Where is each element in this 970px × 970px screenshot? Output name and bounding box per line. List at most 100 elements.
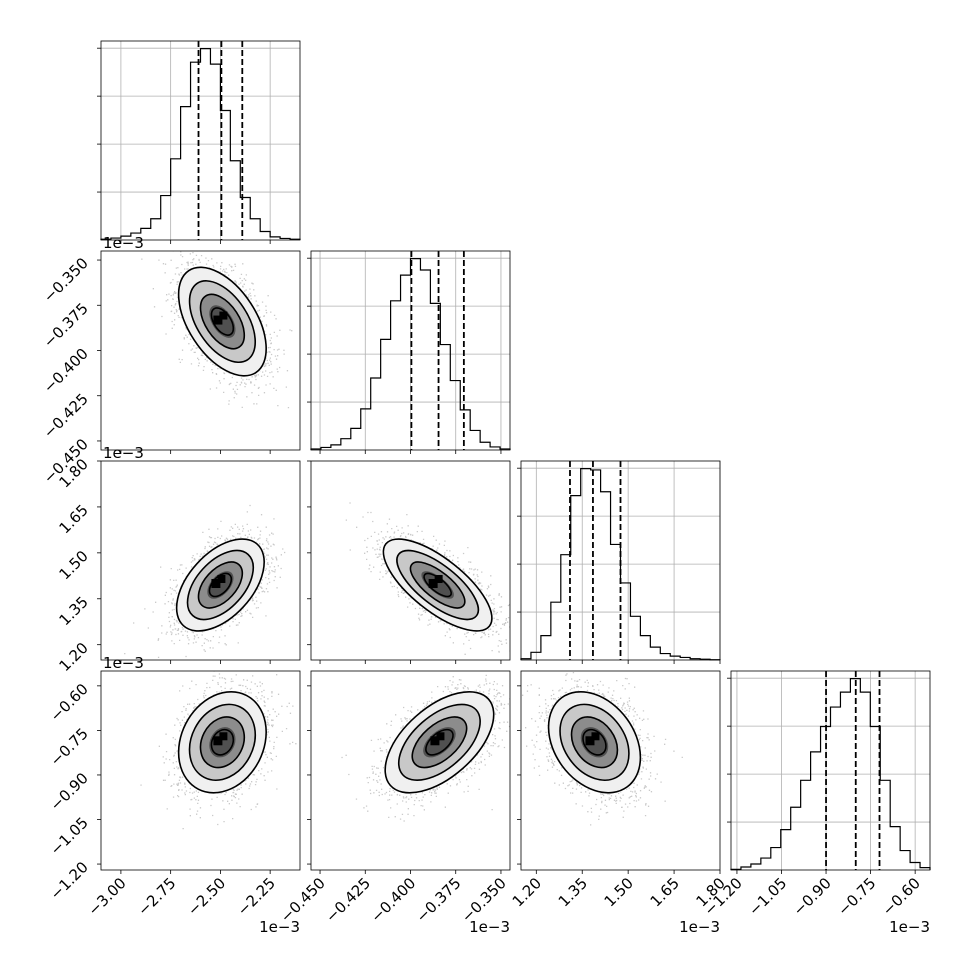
density-peak: [430, 736, 440, 746]
y-offset-label: 1e−3: [103, 654, 144, 672]
panel-content: [345, 502, 510, 655]
y-tick-label: −0.425: [40, 390, 92, 442]
y-offset-label: 1e−3: [103, 234, 144, 252]
panel-content: [522, 671, 683, 826]
y-tick-label: −0.60: [47, 680, 92, 725]
y-tick-label: −0.90: [47, 769, 92, 814]
contour-line: [570, 716, 619, 769]
y-tick-label: −1.05: [47, 814, 92, 859]
x-tick-label: −0.75: [834, 874, 879, 919]
contour-line: [210, 307, 235, 336]
x-tick-label: −0.375: [413, 874, 465, 926]
density-peak: [211, 578, 221, 588]
contour-line: [409, 561, 466, 609]
histogram-bars: [100, 48, 301, 240]
scatter-panel-3-1: [307, 670, 511, 874]
density-peak: [436, 732, 445, 741]
contour-line: [210, 728, 235, 756]
y-tick-label: −0.350: [40, 254, 92, 306]
x-tick-label: −0.450: [277, 874, 329, 926]
x-offset-label: 1e−3: [259, 918, 300, 936]
panel-content: [124, 504, 286, 660]
density-peak: [219, 732, 228, 741]
x-tick-label: −3.00: [84, 874, 129, 919]
density-peak: [585, 736, 595, 746]
density-peak: [434, 574, 443, 583]
histogram-panel-2: [517, 460, 721, 664]
contour-line: [396, 549, 480, 621]
histogram-panel-1: [307, 250, 511, 454]
contour-line: [177, 690, 267, 794]
y-offset-label: 1e−3: [103, 444, 144, 462]
panel-content: [341, 674, 510, 822]
panel-frame: [100, 460, 301, 661]
x-tick-label: 1.65: [647, 874, 683, 910]
x-tick-label: −0.425: [322, 874, 374, 926]
scatter-panel-3-2: [517, 670, 721, 874]
y-tick-label: 1.35: [55, 593, 91, 629]
histogram-bars: [730, 678, 931, 871]
contour-line: [384, 690, 495, 794]
contour-line: [197, 561, 244, 609]
density-peak: [219, 311, 228, 320]
x-tick-label: −2.75: [134, 874, 179, 919]
histogram-bars: [310, 258, 511, 450]
x-tick-label: −2.50: [184, 874, 229, 919]
contour-line: [208, 572, 233, 598]
x-tick-label: 1.35: [555, 874, 591, 910]
y-tick-label: −0.75: [47, 725, 92, 770]
density-peak: [213, 315, 223, 325]
contour-line: [411, 716, 468, 769]
contour-line: [397, 703, 481, 781]
corner-figure: −3.00 −2.75 −2.50 −2.251e−3−0.450−0.425−0.4…: [40, 40, 931, 936]
y-tick-label: 1.65: [55, 501, 91, 537]
x-offset-label: 1e−3: [679, 918, 720, 936]
density-peak: [591, 732, 600, 741]
x-tick-label: −0.400: [367, 874, 419, 926]
contour-line: [188, 280, 257, 364]
panel-frame: [520, 460, 721, 661]
panel-frame: [100, 670, 301, 871]
contour-line: [199, 716, 246, 769]
x-offset-label: 1e−3: [469, 918, 510, 936]
contour-line: [382, 538, 493, 632]
density-peak: [213, 736, 223, 746]
y-tick-label: −0.400: [40, 345, 92, 397]
panel-frame: [520, 670, 721, 871]
x-tick-label: −0.60: [879, 874, 924, 919]
contour-line: [547, 690, 642, 794]
contour-line: [582, 728, 607, 756]
histogram-panel-0: [97, 40, 301, 244]
scatter-panel-3-0: [97, 670, 301, 874]
density-peak: [428, 578, 438, 588]
contour-line: [423, 572, 453, 598]
panel-frame: [730, 670, 931, 871]
panel-frame: [100, 40, 301, 241]
contour-line: [559, 703, 630, 781]
panel-background: [731, 671, 930, 870]
x-tick-label: 1.20: [509, 874, 545, 910]
density-peak: [217, 574, 226, 583]
y-tick-label: 1.20: [55, 639, 91, 675]
x-tick-label: −2.25: [234, 874, 279, 919]
y-tick-label: 1.50: [55, 547, 91, 583]
contour-line: [199, 293, 246, 350]
x-tick-label: −0.90: [790, 874, 835, 919]
y-tick-label: −1.20: [47, 858, 92, 903]
contour-line: [425, 728, 454, 756]
panel-background: [101, 41, 300, 240]
x-offset-label: 1e−3: [889, 918, 930, 936]
histogram-panel-3: [727, 670, 931, 874]
contour-line: [188, 703, 257, 781]
contour-line: [175, 538, 265, 632]
scatter-panel-1-0: [97, 250, 301, 454]
panel-content: [141, 251, 293, 409]
contour-line: [186, 549, 255, 621]
x-tick-label: −1.05: [745, 874, 790, 919]
contour-line: [177, 266, 267, 377]
x-tick-label: 1.50: [601, 874, 637, 910]
y-tick-label: −0.375: [40, 299, 92, 351]
scatter-panel-2-0: [97, 460, 301, 664]
scatter-panel-2-1: [307, 460, 511, 664]
